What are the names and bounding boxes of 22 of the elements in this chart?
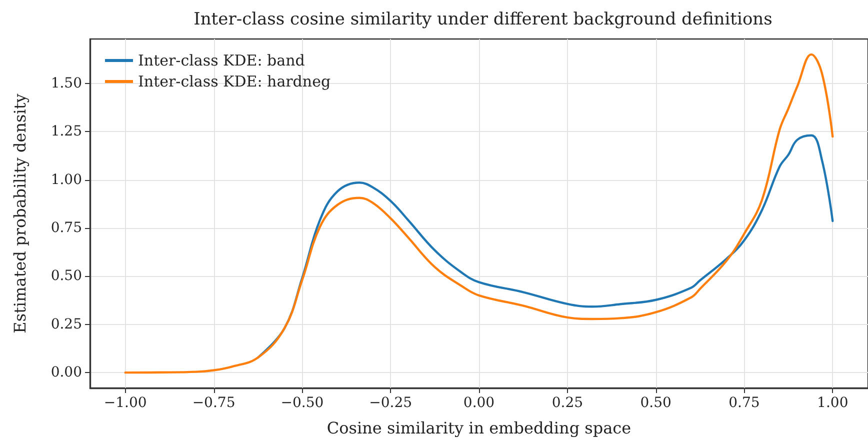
- y-tick-label: 1.50: [50, 75, 82, 92]
- x-tick-label: −0.25: [369, 395, 412, 411]
- x-tick-label: 0.25: [552, 395, 583, 411]
- x-tick-label: −0.75: [192, 395, 236, 411]
- x-tick-label: 1.00: [817, 395, 848, 411]
- y-tick-label: 0.00: [50, 364, 82, 381]
- x-axis-title: Cosine similarity in embedding space: [326, 418, 632, 438]
- y-tick-label: 0.50: [50, 268, 82, 284]
- x-tick-label: 0.50: [640, 395, 672, 411]
- legend-label: Inter-class KDE: hardneg: [138, 72, 331, 90]
- x-tick-label: 0.00: [463, 395, 495, 411]
- legend-label: Inter-class KDE: band: [138, 52, 306, 70]
- x-tick-label: 0.75: [728, 395, 760, 411]
- y-axis-title: Estimated probability density: [10, 94, 30, 334]
- y-tick-label: 1.25: [50, 124, 82, 140]
- y-tick-label: 1.00: [50, 172, 82, 188]
- line-series: [124, 53, 834, 374]
- y-tick-label: 0.25: [50, 316, 82, 332]
- x-tick-label: −0.50: [280, 395, 324, 411]
- chart-title: Inter-class cosine similarity under different background definitions: [194, 10, 772, 30]
- x-tick-label: −1.00: [104, 395, 147, 411]
- y-tick-label: 0.75: [50, 220, 82, 236]
